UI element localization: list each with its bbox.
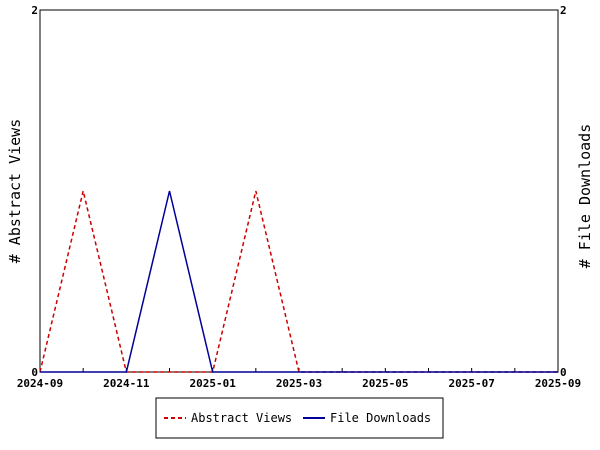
y-tick-label-right: 0 (560, 366, 567, 379)
x-tick-label: 2025-05 (362, 377, 408, 390)
plot-area (39, 9, 559, 373)
x-tick-label: 2024-11 (103, 377, 150, 390)
series-line-file-downloads (40, 190, 558, 373)
x-tick-label: 2025-01 (189, 377, 236, 390)
legend-label-file-downloads: File Downloads (330, 411, 431, 425)
y-axis-tick-labels: 0 2 0 2 (31, 4, 566, 379)
y-tick-label-left: 2 (31, 4, 38, 17)
y-axis-title-right: # File Downloads (576, 124, 594, 269)
x-tick-label: 2025-07 (448, 377, 494, 390)
legend-label-abstract-views: Abstract Views (191, 411, 292, 425)
x-tick-label: 2024-09 (17, 377, 63, 390)
y-axis-title-left: # Abstract Views (6, 119, 24, 264)
legend: Abstract Views File Downloads (155, 397, 444, 439)
y-tick-label-right: 2 (560, 4, 567, 17)
x-tick-label: 2025-03 (276, 377, 322, 390)
x-tick-label: 2025-09 (535, 377, 581, 390)
series-lines (39, 190, 558, 373)
x-axis-tick-labels: 2024-09 2024-11 2025-01 2025-03 2025-05 2025-… (17, 377, 581, 390)
y-tick-label-left: 0 (31, 366, 38, 379)
legend-box (155, 397, 444, 439)
